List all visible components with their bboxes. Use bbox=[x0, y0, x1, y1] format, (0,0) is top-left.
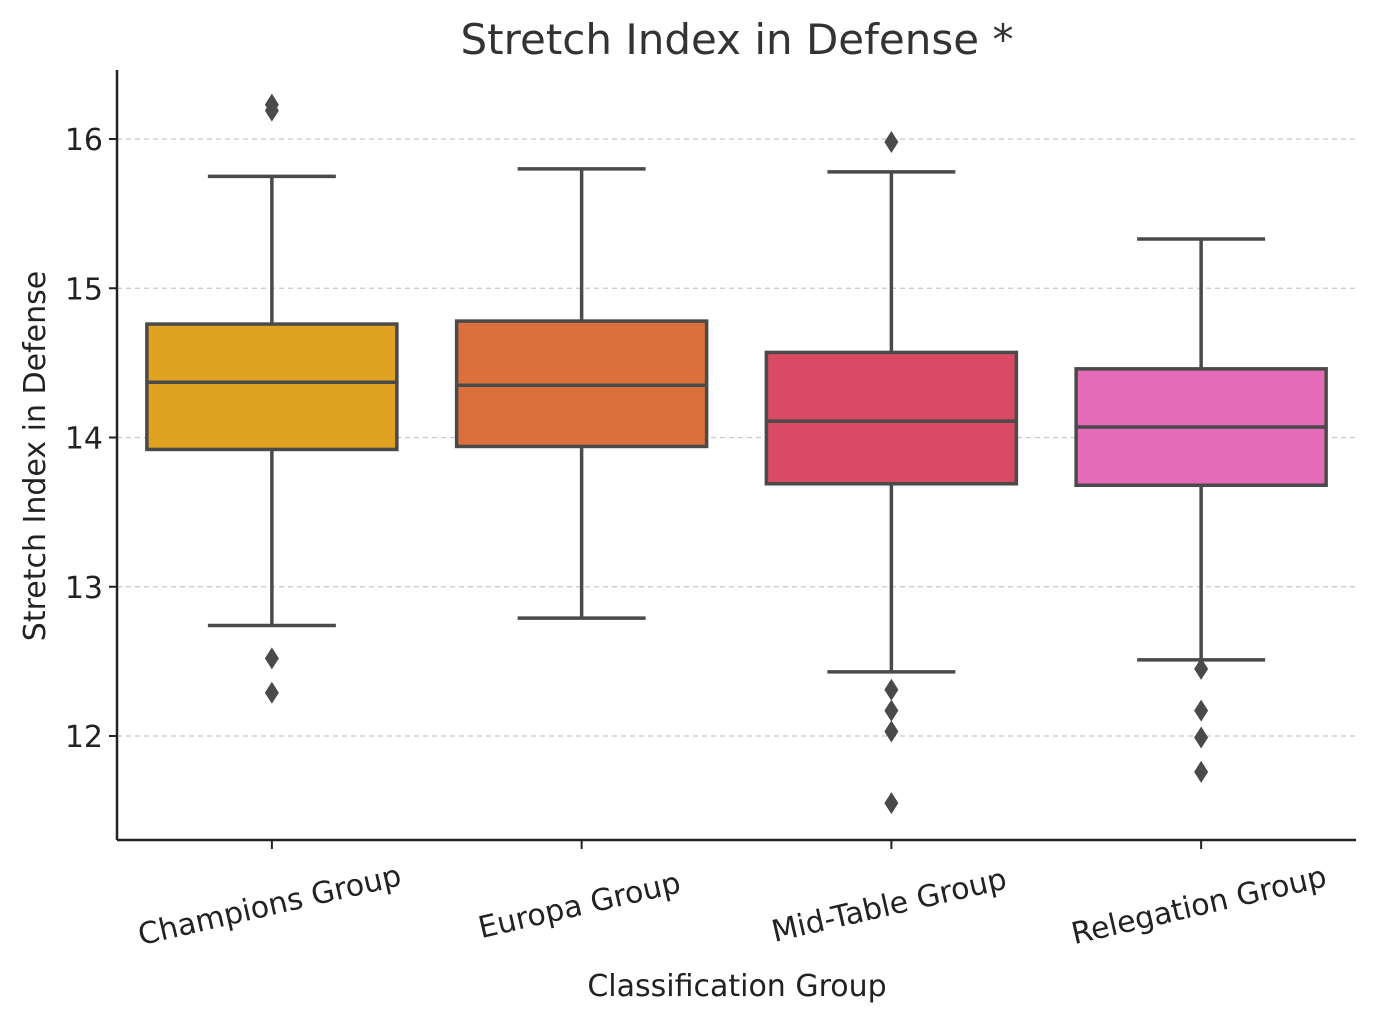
x-tick-label: Champions Group bbox=[135, 858, 405, 953]
x-tick-label: Relegation Group bbox=[1068, 859, 1330, 952]
box-series bbox=[145, 93, 1328, 815]
chart-title: Stretch Index in Defense * bbox=[461, 15, 1014, 64]
y-axis-ticks: 12 13 14 15 16 bbox=[65, 123, 117, 755]
x-axis-ticks: Champions Group Europa Group Mid-Table Gro… bbox=[135, 840, 1330, 953]
outlier-point bbox=[1194, 726, 1209, 749]
outlier-point bbox=[1194, 699, 1209, 722]
outlier-point bbox=[884, 678, 899, 701]
outlier-point bbox=[1194, 760, 1209, 783]
outlier-point bbox=[884, 699, 899, 722]
iqr-box bbox=[145, 322, 399, 452]
outlier-point bbox=[264, 647, 279, 670]
axes bbox=[115, 70, 1356, 842]
y-tick-label: 15 bbox=[65, 272, 103, 307]
y-tick-label: 12 bbox=[65, 720, 103, 755]
box-group bbox=[454, 167, 709, 620]
box-group bbox=[764, 130, 1019, 815]
box-group bbox=[1074, 237, 1328, 783]
outlier-point bbox=[1194, 657, 1209, 680]
outlier-point bbox=[884, 720, 899, 743]
x-tick-label: Europa Group bbox=[475, 865, 684, 946]
box-group bbox=[145, 93, 399, 704]
y-tick-label: 16 bbox=[65, 123, 103, 158]
outlier-point bbox=[884, 792, 899, 815]
x-axis-label: Classification Group bbox=[587, 969, 886, 1004]
outlier-point bbox=[884, 130, 899, 153]
iqr-box bbox=[764, 350, 1019, 486]
y-tick-label: 14 bbox=[65, 422, 103, 457]
y-tick-label: 13 bbox=[65, 571, 103, 606]
y-axis-label: Stretch Index in Defense bbox=[18, 271, 53, 641]
outlier-point bbox=[264, 93, 279, 116]
outlier-point bbox=[264, 681, 279, 704]
x-tick-label: Mid-Table Group bbox=[768, 862, 1010, 950]
